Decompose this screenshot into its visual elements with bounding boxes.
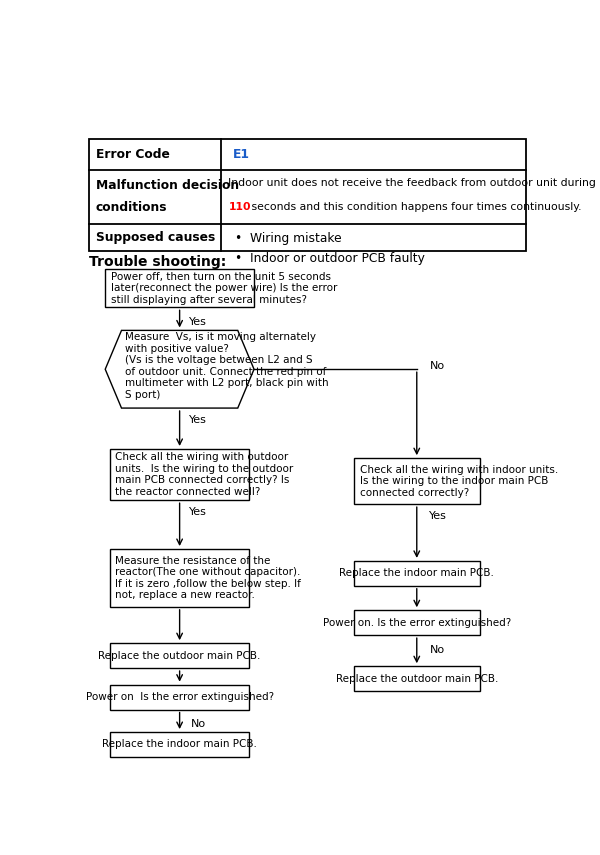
FancyBboxPatch shape — [354, 561, 479, 586]
FancyBboxPatch shape — [89, 139, 526, 251]
Polygon shape — [105, 330, 254, 408]
Text: No: No — [430, 361, 445, 371]
Text: Replace the outdoor main PCB.: Replace the outdoor main PCB. — [335, 674, 498, 684]
Text: Indoor unit does not receive the feedback from outdoor unit during: Indoor unit does not receive the feedbac… — [229, 178, 596, 188]
Text: •  Indoor or outdoor PCB faulty: • Indoor or outdoor PCB faulty — [235, 252, 425, 265]
FancyBboxPatch shape — [110, 732, 250, 757]
Text: Check all the wiring with indoor units.
Is the wiring to the indoor main PCB
con: Check all the wiring with indoor units. … — [359, 464, 558, 498]
FancyBboxPatch shape — [105, 269, 254, 307]
Text: seconds and this condition happens four times continuously.: seconds and this condition happens four … — [248, 202, 582, 212]
FancyBboxPatch shape — [110, 685, 250, 710]
Text: E1: E1 — [233, 148, 250, 161]
Text: Measure the resistance of the
reactor(The one without capacitor).
If it is zero : Measure the resistance of the reactor(Th… — [115, 556, 301, 600]
Text: Replace the indoor main PCB.: Replace the indoor main PCB. — [340, 569, 494, 578]
Text: conditions: conditions — [96, 202, 167, 215]
Text: Malfunction decision: Malfunction decision — [96, 179, 239, 192]
Text: Supposed causes: Supposed causes — [96, 231, 215, 244]
Text: Measure  Vs, is it moving alternately
with positive value?
(Vs is the voltage be: Measure Vs, is it moving alternately wit… — [125, 332, 329, 400]
Text: Error Code: Error Code — [96, 148, 170, 161]
Text: No: No — [430, 645, 445, 655]
FancyBboxPatch shape — [354, 610, 479, 635]
Text: 110: 110 — [229, 202, 251, 212]
Text: Check all the wiring with outdoor
units.  Is the wiring to the outdoor
main PCB : Check all the wiring with outdoor units.… — [115, 452, 294, 497]
FancyBboxPatch shape — [354, 666, 479, 691]
Text: Yes: Yes — [189, 507, 207, 517]
Text: Replace the indoor main PCB.: Replace the indoor main PCB. — [102, 740, 257, 750]
Text: Replace the outdoor main PCB.: Replace the outdoor main PCB. — [98, 651, 261, 661]
FancyBboxPatch shape — [354, 458, 479, 504]
Text: No: No — [191, 719, 206, 729]
FancyBboxPatch shape — [110, 643, 250, 668]
Text: Power on. Is the error extinguished?: Power on. Is the error extinguished? — [323, 617, 511, 628]
FancyBboxPatch shape — [110, 549, 250, 607]
Text: Yes: Yes — [429, 511, 446, 521]
Text: Trouble shooting:: Trouble shooting: — [89, 256, 226, 269]
Text: •  Wiring mistake: • Wiring mistake — [235, 233, 342, 245]
FancyBboxPatch shape — [110, 449, 250, 500]
Text: Yes: Yes — [189, 317, 207, 327]
Text: Power off, then turn on the unit 5 seconds
later(reconnect the power wire) Is th: Power off, then turn on the unit 5 secon… — [111, 272, 337, 305]
Text: Power on  Is the error extinguished?: Power on Is the error extinguished? — [86, 692, 274, 702]
Text: Yes: Yes — [189, 415, 207, 425]
